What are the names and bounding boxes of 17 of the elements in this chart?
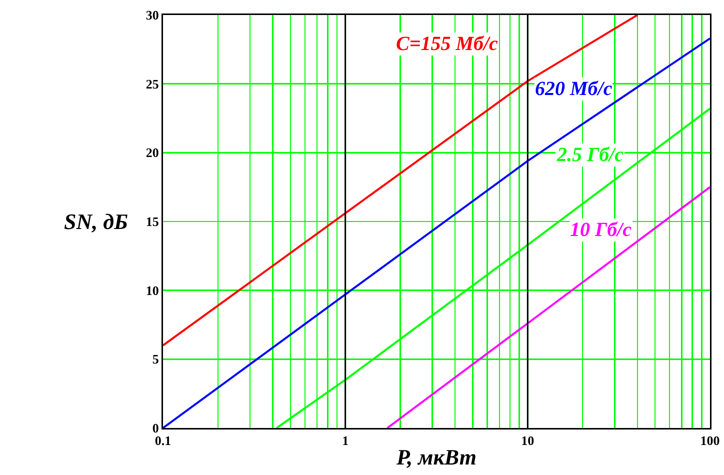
series-label: 2.5 Гб/с: [556, 144, 624, 166]
x-tick-label: 0.1: [154, 433, 172, 448]
y-tick-label: 30: [146, 8, 159, 23]
y-axis-title: SN, дБ: [64, 209, 128, 234]
y-tick-label: 5: [152, 352, 160, 367]
x-tick-label: 10: [521, 433, 534, 448]
series-label: 620 Мб/с: [535, 78, 612, 100]
series-label: 10 Гб/с: [570, 219, 632, 241]
y-tick-label: 15: [146, 214, 160, 230]
y-tick-label: 25: [146, 76, 160, 92]
x-tick-label: 100: [700, 433, 720, 448]
y-tick-label: 20: [146, 145, 159, 160]
y-tick-label: 0: [152, 420, 159, 436]
x-tick-label: 1: [342, 433, 349, 448]
series-label: C=155 Мб/с: [396, 33, 498, 55]
y-tick-label: 10: [146, 282, 159, 298]
x-axis-title: P, мкВт: [396, 444, 476, 470]
